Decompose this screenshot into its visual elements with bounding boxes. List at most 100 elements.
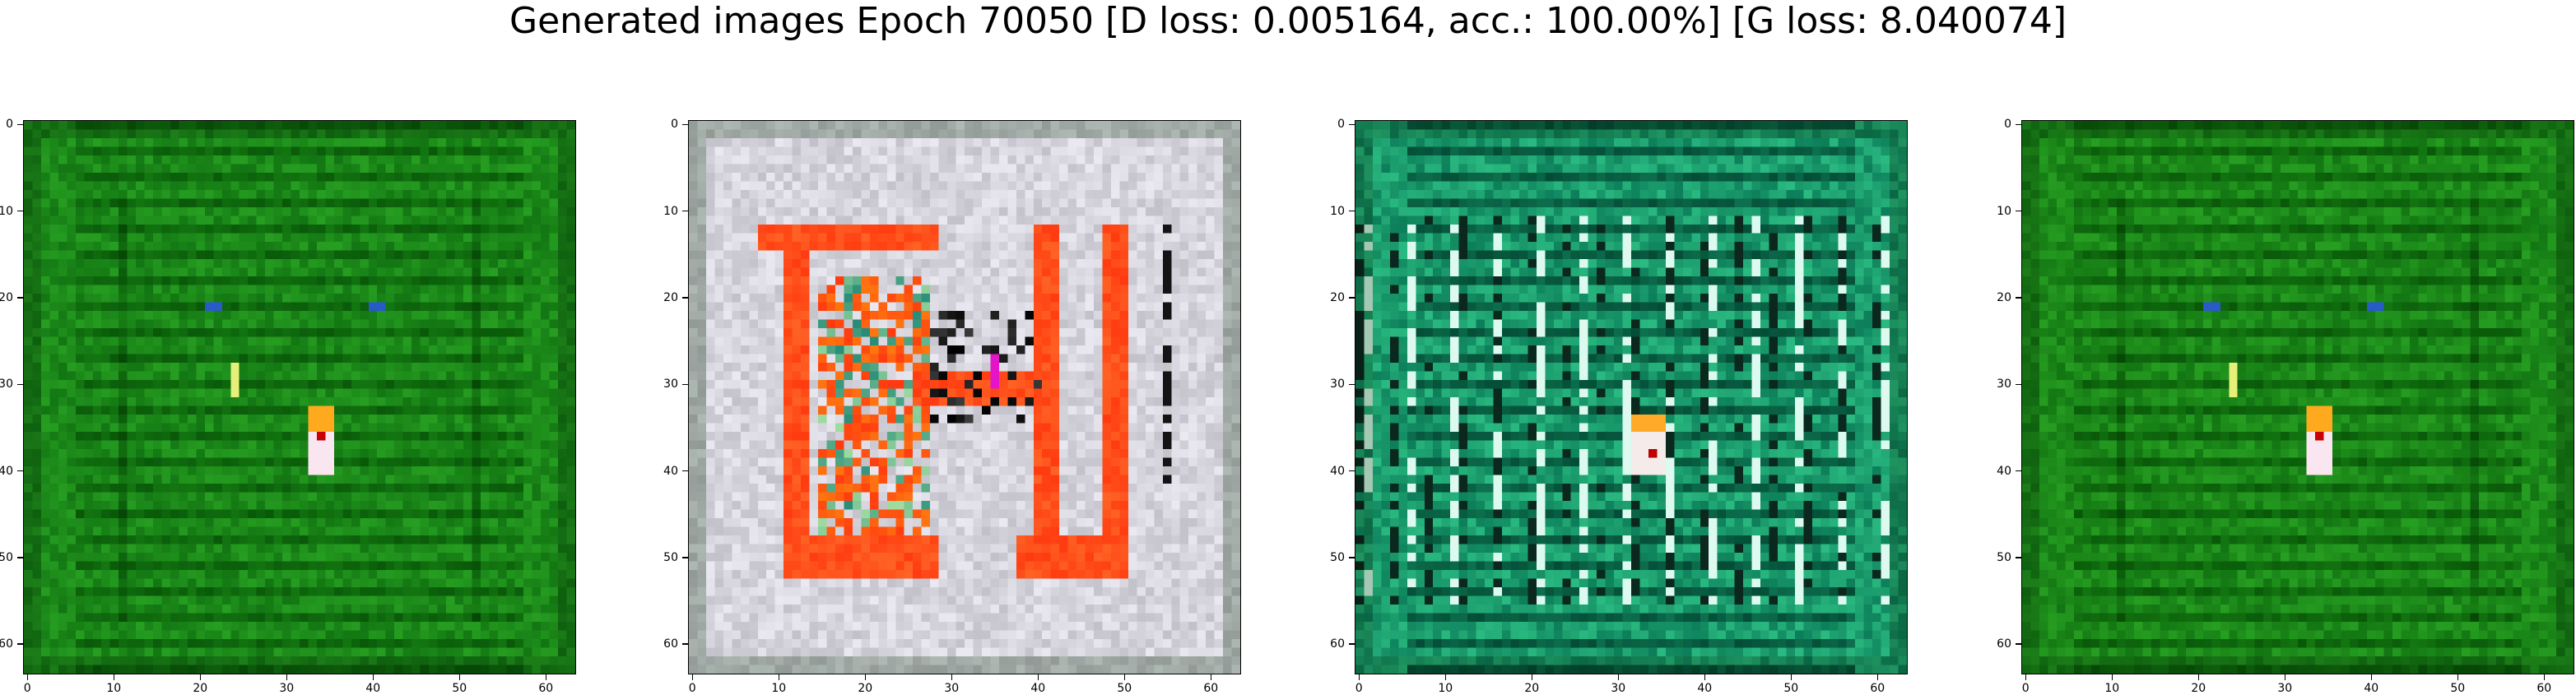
- x-tick-mark: [1445, 674, 1446, 680]
- y-tick-label: 30: [1993, 378, 2011, 390]
- x-tick-label: 20: [2191, 683, 2206, 694]
- generated-image-1-pixels: [24, 121, 575, 674]
- y-tick-label: 50: [0, 552, 13, 563]
- y-tick-mark: [2016, 470, 2021, 471]
- y-tick-mark: [682, 297, 688, 298]
- x-tick-mark: [951, 674, 952, 680]
- y-tick-mark: [17, 297, 23, 298]
- x-tick-mark: [27, 674, 28, 680]
- y-tick-mark: [1349, 124, 1355, 125]
- y-tick-mark: [2016, 643, 2021, 644]
- x-tick-mark: [1704, 674, 1705, 680]
- generated-image-4: [2021, 120, 2574, 674]
- x-tick-label: 0: [2022, 683, 2030, 694]
- x-tick-mark: [865, 674, 866, 680]
- y-tick-label: 20: [1327, 292, 1345, 303]
- x-tick-mark: [2112, 674, 2113, 680]
- x-tick-label: 10: [1438, 683, 1453, 694]
- y-tick-mark: [2016, 124, 2021, 125]
- x-tick-label: 60: [2536, 683, 2551, 694]
- y-tick-label: 20: [1993, 292, 2011, 303]
- y-tick-mark: [1349, 297, 1355, 298]
- x-tick-label: 20: [858, 683, 872, 694]
- y-tick-label: 50: [1327, 552, 1345, 563]
- y-tick-mark: [2016, 557, 2021, 558]
- x-tick-label: 20: [193, 683, 207, 694]
- x-tick-mark: [2457, 674, 2458, 680]
- y-tick-label: 30: [0, 378, 13, 390]
- x-tick-label: 60: [1203, 683, 1218, 694]
- y-tick-label: 60: [1327, 638, 1345, 650]
- y-tick-label: 40: [1993, 466, 2011, 477]
- y-tick-mark: [17, 384, 23, 385]
- y-tick-mark: [1349, 643, 1355, 644]
- y-tick-mark: [17, 557, 23, 558]
- x-tick-mark: [373, 674, 374, 680]
- y-tick-label: 0: [660, 118, 678, 130]
- x-tick-label: 30: [279, 683, 294, 694]
- y-tick-label: 60: [0, 638, 13, 650]
- figure-title: Generated images Epoch 70050 [D loss: 0.…: [0, 0, 2576, 43]
- x-tick-label: 50: [1117, 683, 1132, 694]
- y-tick-mark: [1349, 557, 1355, 558]
- y-tick-mark: [682, 643, 688, 644]
- x-tick-label: 10: [771, 683, 786, 694]
- y-tick-mark: [682, 384, 688, 385]
- x-tick-label: 10: [2104, 683, 2119, 694]
- x-tick-mark: [459, 674, 460, 680]
- generated-image-2-pixels: [689, 121, 1240, 674]
- x-tick-label: 60: [1870, 683, 1885, 694]
- y-tick-label: 60: [660, 638, 678, 650]
- y-tick-mark: [2016, 297, 2021, 298]
- x-tick-label: 0: [1355, 683, 1363, 694]
- x-tick-mark: [1618, 674, 1619, 680]
- x-tick-label: 20: [1524, 683, 1539, 694]
- x-tick-mark: [2544, 674, 2545, 680]
- y-tick-label: 40: [0, 466, 13, 477]
- y-tick-label: 0: [1993, 118, 2011, 130]
- y-tick-mark: [682, 124, 688, 125]
- x-tick-label: 10: [106, 683, 121, 694]
- y-tick-mark: [17, 470, 23, 471]
- y-tick-label: 30: [660, 378, 678, 390]
- y-tick-label: 10: [660, 206, 678, 217]
- y-tick-mark: [682, 470, 688, 471]
- x-tick-label: 60: [538, 683, 553, 694]
- y-tick-label: 10: [1993, 206, 2011, 217]
- y-tick-label: 10: [0, 206, 13, 217]
- y-tick-label: 40: [1327, 466, 1345, 477]
- x-tick-mark: [692, 674, 693, 680]
- x-tick-label: 0: [689, 683, 696, 694]
- y-tick-label: 10: [1327, 206, 1345, 217]
- y-tick-label: 30: [1327, 378, 1345, 390]
- x-tick-mark: [2371, 674, 2372, 680]
- y-tick-mark: [1349, 470, 1355, 471]
- y-tick-label: 0: [0, 118, 13, 130]
- y-tick-label: 20: [0, 292, 13, 303]
- y-tick-label: 0: [1327, 118, 1345, 130]
- x-tick-label: 50: [1783, 683, 1798, 694]
- x-tick-label: 40: [365, 683, 380, 694]
- generated-image-3-pixels: [1355, 121, 1907, 674]
- y-tick-mark: [1349, 384, 1355, 385]
- x-tick-label: 30: [1611, 683, 1625, 694]
- x-tick-mark: [1359, 674, 1360, 680]
- y-tick-label: 50: [1993, 552, 2011, 563]
- x-tick-label: 40: [1697, 683, 1712, 694]
- x-tick-mark: [1877, 674, 1878, 680]
- x-tick-mark: [2198, 674, 2199, 680]
- x-tick-label: 30: [944, 683, 959, 694]
- x-tick-label: 0: [24, 683, 31, 694]
- x-tick-mark: [1038, 674, 1039, 680]
- x-tick-mark: [1791, 674, 1792, 680]
- x-tick-mark: [200, 674, 201, 680]
- y-tick-label: 60: [1993, 638, 2011, 650]
- x-tick-mark: [1124, 674, 1125, 680]
- y-tick-label: 50: [660, 552, 678, 563]
- generated-image-2: [688, 120, 1241, 674]
- y-tick-label: 20: [660, 292, 678, 303]
- x-tick-label: 50: [2450, 683, 2465, 694]
- x-tick-label: 30: [2277, 683, 2292, 694]
- x-tick-mark: [2025, 674, 2026, 680]
- x-tick-label: 50: [452, 683, 467, 694]
